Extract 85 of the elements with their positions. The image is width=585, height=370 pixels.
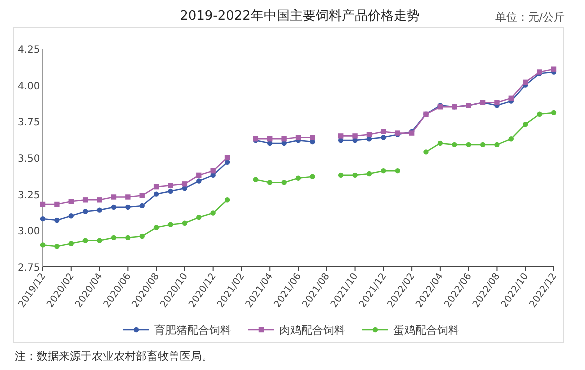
point — [480, 142, 486, 148]
y-tick-label: 3.00 — [18, 226, 40, 238]
point — [366, 171, 372, 177]
point — [395, 168, 400, 174]
point — [140, 234, 145, 240]
y-tick-label: 3.50 — [18, 154, 40, 165]
point — [310, 174, 316, 180]
point — [97, 238, 102, 244]
point — [97, 208, 102, 213]
point — [352, 134, 358, 139]
point — [210, 168, 216, 174]
point — [537, 112, 542, 117]
point — [523, 80, 528, 86]
point — [126, 204, 131, 210]
point — [126, 194, 131, 200]
point — [68, 214, 74, 219]
point — [381, 135, 386, 140]
point — [282, 180, 287, 186]
point — [182, 182, 188, 187]
y-tick-label: 3.75 — [18, 118, 40, 129]
point — [68, 241, 74, 246]
point — [366, 132, 372, 138]
point — [253, 177, 259, 182]
point — [523, 122, 528, 128]
point — [40, 216, 46, 222]
point — [494, 142, 500, 148]
text: 注：数据来源于农业农村部畜牧兽医局。 — [15, 350, 213, 363]
point — [224, 155, 230, 161]
point — [282, 136, 287, 142]
y-tick-label: 3.25 — [18, 190, 40, 202]
point — [296, 135, 302, 140]
point — [54, 202, 60, 208]
y-tick-label: 4.00 — [18, 81, 40, 92]
chart-title: 2019-2022年中国主要饲料产品价格走势 — [180, 8, 420, 24]
point — [111, 204, 117, 210]
point — [438, 140, 444, 146]
point — [224, 198, 230, 203]
point — [268, 136, 273, 142]
point — [352, 172, 358, 178]
point — [82, 238, 88, 244]
point — [154, 184, 160, 190]
point — [111, 235, 117, 241]
point — [551, 110, 557, 116]
point — [168, 183, 174, 188]
point — [210, 210, 216, 216]
point — [196, 178, 202, 184]
point — [54, 218, 60, 224]
point — [551, 66, 557, 72]
y-tick-label: 4.25 — [18, 45, 40, 56]
point — [168, 188, 174, 194]
point — [40, 202, 46, 208]
legend-label: 育肥猪配合饲料 — [154, 324, 232, 337]
point — [140, 193, 145, 198]
legend-label: 蛋鸡配合饲料 — [394, 324, 460, 337]
point — [338, 172, 344, 178]
point — [452, 142, 458, 148]
point — [466, 142, 472, 148]
point — [82, 209, 88, 214]
y-tick-label: 2.75 — [18, 263, 40, 274]
point — [196, 214, 202, 220]
point — [154, 225, 160, 230]
point — [268, 180, 273, 186]
point — [310, 135, 316, 140]
point — [97, 198, 102, 203]
point — [40, 242, 46, 248]
point — [508, 136, 514, 142]
point — [508, 96, 514, 102]
point — [182, 220, 188, 226]
point — [154, 192, 160, 197]
point — [126, 235, 131, 241]
point — [381, 129, 386, 134]
text: 单位：元/公斤 — [495, 11, 565, 24]
point — [196, 172, 202, 178]
point — [338, 134, 344, 139]
point — [54, 244, 60, 250]
legend-label: 肉鸡配合饲料 — [280, 324, 346, 337]
point — [111, 194, 117, 200]
point — [381, 168, 386, 174]
point — [168, 222, 174, 228]
point — [82, 198, 88, 203]
point — [494, 100, 500, 106]
point — [68, 199, 74, 204]
point — [296, 176, 302, 181]
point — [424, 150, 429, 155]
point — [140, 203, 145, 209]
